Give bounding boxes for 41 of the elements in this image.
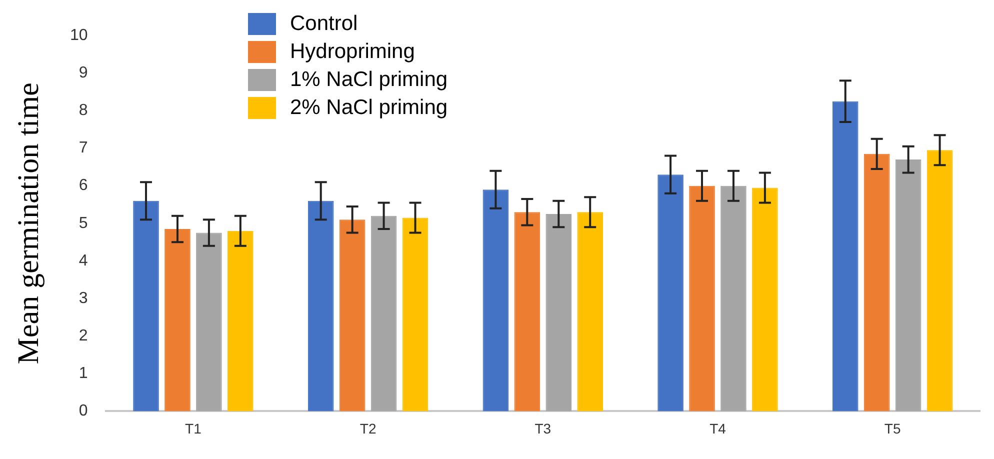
legend-label: 1% NaCl priming: [290, 67, 448, 93]
x-tick-label: T5: [884, 420, 901, 436]
bar: [658, 174, 684, 412]
bar: [196, 232, 222, 412]
bar: [228, 230, 254, 412]
bar: [514, 212, 540, 412]
bar: [164, 229, 190, 412]
bar: [577, 212, 604, 412]
bar: [482, 190, 509, 412]
y-tick-label: 3: [78, 290, 88, 307]
x-tick-label: T1: [185, 420, 202, 436]
y-tick-label: 0: [78, 402, 88, 420]
y-tick-label: 2: [78, 327, 88, 344]
bar: [402, 218, 428, 412]
y-tick-label: 8: [78, 102, 88, 120]
y-tick-label: 1: [78, 365, 88, 382]
x-tick-label: T4: [710, 420, 726, 436]
legend-label: Control: [290, 11, 358, 37]
bar: [546, 214, 572, 412]
bar: [864, 154, 890, 412]
y-tick-label: 5: [78, 214, 88, 232]
bar: [752, 188, 778, 412]
bar: [689, 186, 715, 412]
bar: [370, 216, 397, 412]
bar: [339, 220, 366, 412]
y-tick-label: 6: [78, 177, 88, 194]
legend-label: 2% NaCl priming: [290, 95, 448, 121]
x-tick-label: T3: [534, 420, 552, 436]
bar: [308, 200, 334, 412]
bar: [832, 101, 858, 412]
y-tick-label: 4: [78, 252, 88, 270]
y-tick-label: 10: [70, 27, 88, 44]
bar: [895, 160, 922, 412]
bar: [926, 150, 953, 412]
legend-label: Hydropriming: [290, 39, 415, 65]
y-tick-label: 9: [78, 64, 88, 82]
y-axis-title: Mean germination time: [12, 82, 45, 364]
bar: [133, 200, 159, 412]
bar: [720, 186, 746, 412]
x-tick-label: T2: [360, 420, 376, 436]
y-tick-label: 7: [78, 140, 88, 157]
